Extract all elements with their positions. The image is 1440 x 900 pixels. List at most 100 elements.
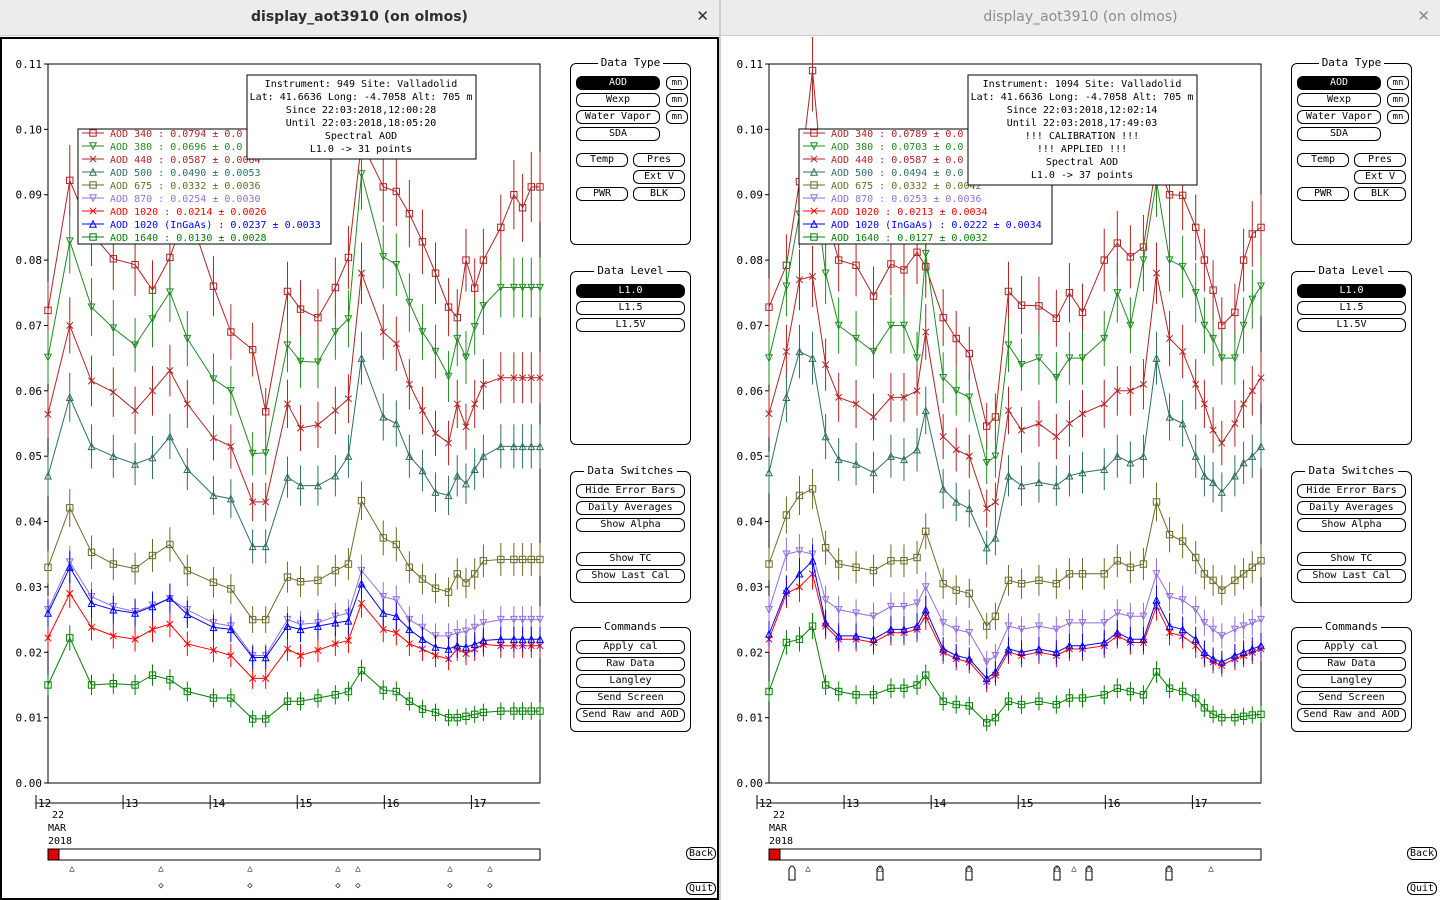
data-point	[43, 608, 53, 617]
data-point	[444, 713, 453, 722]
water-vapor-button[interactable]: Water Vapor	[576, 110, 660, 124]
data-point	[227, 585, 235, 593]
langley-button[interactable]: Langley	[576, 674, 685, 688]
data-point	[822, 361, 830, 369]
quit-button[interactable]: Quit	[686, 882, 716, 895]
apply-cal-button[interactable]: Apply cal	[1297, 640, 1406, 654]
show-tc-button[interactable]: Show TC	[576, 552, 685, 566]
legend: AOD 340 : 0.0789 ± 0.0 AOD 380 : 0.0703 ±…	[798, 128, 1053, 245]
close-icon[interactable]: ✕	[1417, 7, 1430, 25]
ext-v-button[interactable]: Ext V	[1354, 170, 1406, 184]
aot-window-instrument-1094: display_aot3910 (on olmos) ✕ 0.11 0.10 0.0…	[721, 0, 1440, 900]
data-point	[313, 481, 322, 490]
pres-button[interactable]: Pres	[1354, 153, 1406, 167]
send-raw-and-aod-button[interactable]: Send Raw and AOD	[576, 708, 685, 722]
level-l15v-button[interactable]: L1.5V	[576, 318, 685, 332]
water-vapor-mn-button[interactable]: mn	[1387, 110, 1409, 124]
wexp-button[interactable]: Wexp	[1297, 93, 1381, 107]
commands-panel: Commands Apply cal Raw Data Langley Send…	[1291, 620, 1412, 732]
info-line: Since 22:03:2018,12:02:14	[1007, 105, 1158, 116]
data-point	[109, 324, 118, 333]
daily-averages-button[interactable]: Daily Averages	[1297, 501, 1406, 515]
show-alpha-button[interactable]: Show Alpha	[576, 518, 685, 532]
hide-error-bars-button[interactable]: Hide Error Bars	[576, 484, 685, 498]
data-point	[283, 341, 292, 350]
show-last-cal-button[interactable]: Show Last Cal	[576, 569, 685, 583]
data-point	[982, 658, 991, 667]
sda-button[interactable]: SDA	[1297, 127, 1381, 141]
data-point	[296, 577, 305, 586]
back-button[interactable]: Back	[1407, 847, 1437, 860]
data-point	[331, 618, 340, 627]
data-point	[869, 612, 878, 621]
send-raw-and-aod-button[interactable]: Send Raw and AOD	[1297, 708, 1406, 722]
pres-button[interactable]: Pres	[633, 153, 685, 167]
apply-cal-button[interactable]: Apply cal	[576, 640, 685, 654]
level-l10-button[interactable]: L1.0	[576, 284, 685, 298]
show-last-cal-button[interactable]: Show Last Cal	[1297, 569, 1406, 583]
send-screen-button[interactable]: Send Screen	[1297, 691, 1406, 705]
data-point	[991, 713, 1000, 722]
data-point	[821, 681, 830, 689]
data-point	[939, 313, 947, 322]
data-point	[1065, 419, 1073, 428]
date-label: 22	[52, 810, 64, 821]
data-point	[1065, 354, 1074, 363]
show-alpha-button[interactable]: Show Alpha	[1297, 518, 1406, 532]
water-vapor-mn-button[interactable]: mn	[666, 110, 688, 124]
blk-button[interactable]: BLK	[1354, 187, 1406, 201]
sda-button[interactable]: SDA	[576, 127, 660, 141]
water-vapor-button[interactable]: Water Vapor	[1297, 110, 1381, 124]
wexp-mn-button[interactable]: mn	[1387, 93, 1409, 107]
pwr-button[interactable]: PWR	[1297, 187, 1349, 201]
aod-button[interactable]: AOD	[1297, 76, 1381, 90]
daily-averages-button[interactable]: Daily Averages	[576, 501, 685, 515]
temp-button[interactable]: Temp	[576, 153, 628, 167]
titlebar[interactable]: display_aot3910 (on olmos) ✕	[0, 0, 719, 36]
aod-button[interactable]: AOD	[576, 76, 660, 90]
aod-mn-button[interactable]: mn	[666, 76, 688, 90]
data-point	[497, 707, 505, 715]
data-point	[1152, 269, 1161, 277]
data-point	[982, 674, 991, 683]
pwr-button[interactable]: PWR	[576, 187, 628, 201]
wexp-button[interactable]: Wexp	[576, 93, 660, 107]
level-l10-button[interactable]: L1.0	[1297, 284, 1406, 298]
data-point	[1052, 625, 1061, 634]
back-button[interactable]: Back	[686, 847, 716, 860]
quit-button[interactable]: Quit	[1407, 882, 1437, 895]
close-icon[interactable]: ✕	[696, 7, 709, 25]
blk-button[interactable]: BLK	[633, 187, 685, 201]
data-point	[782, 638, 791, 647]
data-point	[461, 642, 470, 651]
data-point	[1139, 560, 1148, 568]
hide-error-bars-button[interactable]: Hide Error Bars	[1297, 484, 1406, 498]
info-line: Lat: 41.6636 Long: -4.7058 Alt: 705 m	[250, 92, 473, 103]
raw-data-button[interactable]: Raw Data	[576, 657, 685, 671]
raw-data-button[interactable]: Raw Data	[1297, 657, 1406, 671]
level-l15-button[interactable]: L1.5	[1297, 301, 1406, 315]
data-point	[109, 632, 117, 640]
ext-v-button[interactable]: Ext V	[633, 170, 685, 184]
show-tc-button[interactable]: Show TC	[1297, 552, 1406, 566]
data-point	[1165, 684, 1174, 692]
level-l15v-button[interactable]: L1.5V	[1297, 318, 1406, 332]
data-point	[462, 579, 470, 587]
aod-mn-button[interactable]: mn	[1387, 76, 1409, 90]
data-point	[405, 625, 414, 634]
temp-button[interactable]: Temp	[1297, 153, 1349, 167]
data-point	[248, 715, 257, 723]
data-point	[283, 472, 292, 481]
data-point	[418, 406, 426, 414]
data-point	[795, 547, 804, 556]
y-tick-label: 0.01	[737, 712, 764, 725]
wexp-mn-button[interactable]: mn	[666, 93, 688, 107]
data-point	[1230, 651, 1239, 660]
data-point	[296, 697, 305, 705]
titlebar[interactable]: display_aot3910 (on olmos) ✕	[721, 0, 1440, 36]
event-marker: △	[335, 864, 341, 874]
data-point	[900, 393, 908, 401]
send-screen-button[interactable]: Send Screen	[576, 691, 685, 705]
langley-button[interactable]: Langley	[1297, 674, 1406, 688]
level-l15-button[interactable]: L1.5	[576, 301, 685, 315]
